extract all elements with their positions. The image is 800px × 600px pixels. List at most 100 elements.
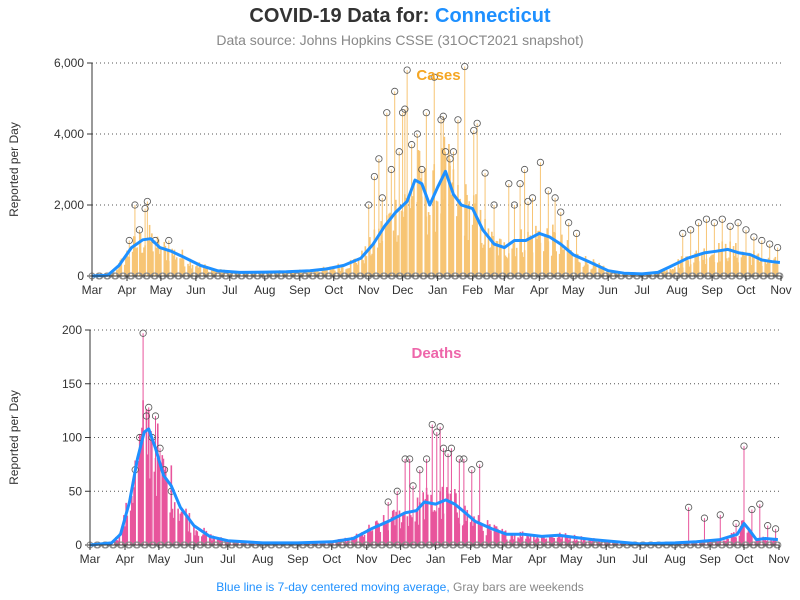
daily-point [422,455,431,463]
x-tick-label: Jul [222,283,237,297]
x-tick-label: Apr [530,283,549,297]
x-tick-label: Sep [699,552,721,566]
y-axis-label: Reported per Day [7,390,21,485]
daily-point [454,116,462,124]
daily-point [139,329,147,337]
x-tick-label: Aug [254,283,275,297]
x-tick-label: Aug [252,552,273,566]
daily-point [439,112,447,120]
x-tick-label: Jul [220,552,235,566]
daily-point [716,511,724,519]
daily-point [416,466,424,474]
x-tick-label: May [150,283,173,297]
daily-point [370,173,378,181]
daily-point [481,169,489,177]
x-tick-label: Jul [632,552,647,566]
x-tick-label: Jul [634,283,649,297]
daily-bars [102,66,779,276]
daily-point [428,420,436,429]
daily-point [131,201,139,209]
x-tick-label: May [148,552,171,566]
x-tick-label: Apr [528,552,547,566]
x-tick-label: Nov [358,283,379,297]
daily-point [447,444,456,452]
daily-point [365,201,373,209]
daily-point [375,155,383,163]
daily-point [557,208,565,216]
daily-point [141,204,149,213]
y-tick-label: 0 [75,538,82,552]
x-tick-label: May [560,552,583,566]
daily-point [732,519,740,528]
daily-point [521,165,529,174]
daily-point [387,165,395,174]
daily-point [142,412,151,420]
daily-point [395,148,403,156]
daily-point [718,215,726,223]
daily-point [473,119,481,127]
daily-point [700,514,709,522]
x-tick-label: Sep [287,552,309,566]
daily-point [449,148,458,156]
daily-point [378,194,386,202]
daily-point [742,226,750,234]
daily-point [460,455,468,463]
daily-point [516,180,524,188]
x-tick-label: Mar [494,283,515,297]
daily-point [687,226,695,234]
x-tick-label: May [562,283,585,297]
daily-point [408,141,416,149]
daily-point [774,244,782,252]
x-tick-label: Jan [428,283,447,297]
x-tick-label: Sep [701,283,723,297]
y-tick-label: 2,000 [54,198,84,212]
daily-point [418,165,426,174]
x-tick-label: Oct [737,283,756,297]
x-tick-label: Sep [289,283,311,297]
daily-point [422,109,430,117]
daily-point [734,219,742,227]
daily-point [391,87,399,96]
chart-title: COVID-19 Data for: Connecticut [0,5,800,28]
daily-point [406,455,414,463]
daily-point [505,180,513,188]
x-tick-label: Dec [390,552,411,566]
daily-point [145,403,153,411]
daily-point [437,116,445,124]
y-tick-label: 100 [62,431,82,445]
x-tick-label: Oct [735,552,754,566]
x-tick-label: Feb [460,552,481,566]
daily-point [772,525,780,533]
daily-point [694,219,703,227]
y-tick-label: 0 [77,269,84,283]
daily-point [436,423,444,431]
x-tick-label: Oct [324,283,343,297]
daily-point [393,487,401,495]
daily-point [165,236,173,245]
daily-point [766,240,774,248]
daily-point [510,201,519,209]
x-tick-label: Nov [768,552,789,566]
moving-average-line [89,427,779,547]
x-tick-label: Jan [426,552,445,566]
daily-point [468,466,476,474]
cases-panel: 0 2,000 4,000 6,000 Reported per Day Mar Apr Ma… [7,56,792,297]
daily-point [756,500,764,508]
daily-point [679,229,687,237]
chart-footer: Blue line is 7-day centered moving avera… [0,580,800,594]
daily-point [726,222,734,230]
title-prefix: COVID-19 Data for: [249,5,430,27]
deaths-panel: 0 50 100 150 200 Reported per Day Mar Apr May Jun… [7,323,790,566]
daily-point [383,109,391,117]
daily-point [740,442,748,450]
footer-gray-note: Gray bars are weekends [453,580,584,594]
daily-point [455,455,463,463]
daily-point [536,158,545,166]
x-tick-label: Aug [664,552,685,566]
x-tick-label: Jun [597,552,616,566]
x-tick-label: Aug [666,283,687,297]
daily-point [135,226,144,234]
daily-point [764,522,772,530]
daily-point [401,455,409,463]
y-tick-label: 200 [62,323,82,337]
